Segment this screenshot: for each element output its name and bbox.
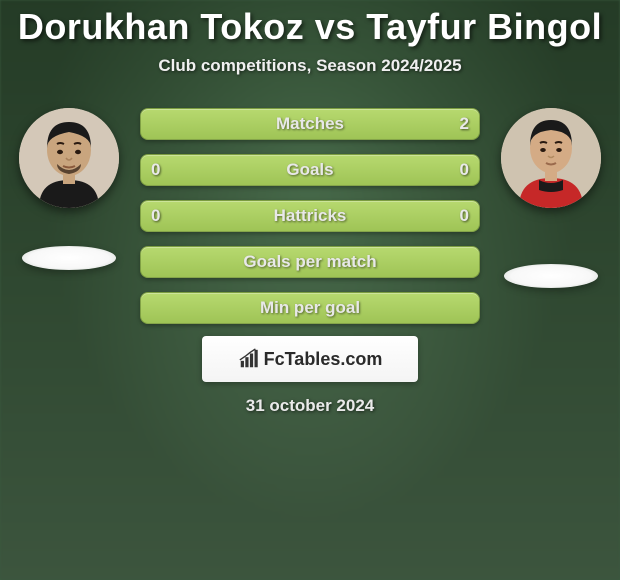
- stat-bar-hattricks: 0 Hattricks 0: [140, 200, 480, 232]
- player-right-avatar: [501, 108, 601, 208]
- stat-bar-goals: 0 Goals 0: [140, 154, 480, 186]
- player-left-column: [4, 108, 134, 270]
- stat-bar-min-per-goal: Min per goal: [140, 292, 480, 324]
- page-subtitle: Club competitions, Season 2024/2025: [158, 56, 461, 76]
- bar-chart-icon: [238, 348, 260, 370]
- stat-label: Goals: [286, 160, 333, 180]
- stat-left-value: 0: [151, 206, 160, 226]
- stat-right-value: 0: [460, 206, 469, 226]
- player-right-column: [486, 108, 616, 288]
- site-logo-text: FcTables.com: [264, 349, 383, 370]
- stat-bar-goals-per-match: Goals per match: [140, 246, 480, 278]
- stat-right-value: 2: [460, 114, 469, 134]
- player-left-shadow: [22, 246, 116, 270]
- stat-label: Goals per match: [243, 252, 376, 272]
- comparison-row: Matches 2 0 Goals 0 0 Hattricks 0 Goals …: [0, 108, 620, 324]
- date-label: 31 october 2024: [246, 396, 375, 416]
- stats-bars: Matches 2 0 Goals 0 0 Hattricks 0 Goals …: [140, 108, 480, 324]
- stat-bar-matches: Matches 2: [140, 108, 480, 140]
- stat-label: Hattricks: [274, 206, 347, 226]
- stat-right-value: 0: [460, 160, 469, 180]
- page-title: Dorukhan Tokoz vs Tayfur Bingol: [18, 6, 602, 48]
- player-right-shadow: [504, 264, 598, 288]
- content-wrapper: Dorukhan Tokoz vs Tayfur Bingol Club com…: [0, 0, 620, 580]
- stat-label: Matches: [276, 114, 344, 134]
- stat-left-value: 0: [151, 160, 160, 180]
- site-logo: FcTables.com: [202, 336, 418, 382]
- player-left-avatar: [19, 108, 119, 208]
- stat-label: Min per goal: [260, 298, 360, 318]
